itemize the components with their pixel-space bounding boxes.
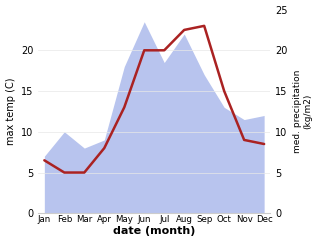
Y-axis label: med. precipitation
(kg/m2): med. precipitation (kg/m2) bbox=[293, 70, 313, 153]
Y-axis label: max temp (C): max temp (C) bbox=[5, 78, 16, 145]
X-axis label: date (month): date (month) bbox=[113, 227, 196, 236]
